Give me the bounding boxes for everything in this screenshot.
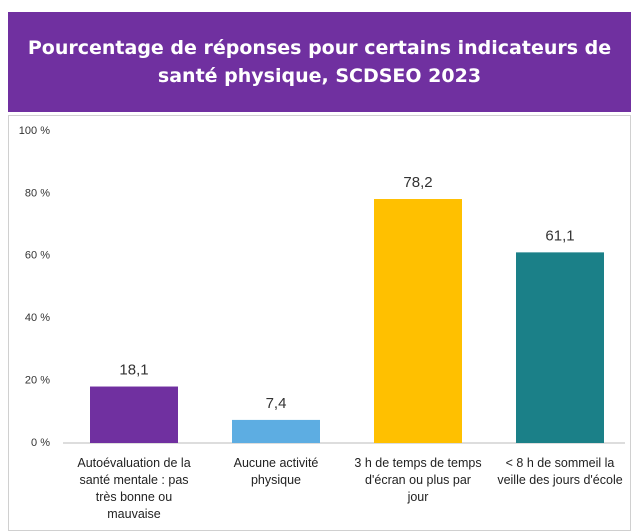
- x-tick-label: Autoévaluation de la santé mentale : pas…: [77, 456, 191, 521]
- y-tick-label: 80 %: [25, 187, 50, 199]
- bar: [516, 252, 604, 443]
- data-label: 61,1: [545, 227, 574, 244]
- x-tick-label: 3 h de temps de temps d'écran ou plus pa…: [354, 456, 482, 504]
- data-label: 18,1: [119, 361, 148, 378]
- x-tick-label: < 8 h de sommeil la veille des jours d'é…: [497, 456, 623, 487]
- bar: [374, 199, 462, 443]
- y-tick-label: 20 %: [25, 375, 50, 387]
- y-tick-label: 60 %: [25, 250, 50, 262]
- data-label: 78,2: [403, 174, 432, 191]
- bar: [232, 419, 320, 443]
- chart-title: Pourcentage de réponses pour certains in…: [27, 37, 612, 87]
- bar: [90, 386, 178, 443]
- header: Pourcentage de réponses pour certains in…: [8, 12, 631, 112]
- y-tick-label: 40 %: [25, 312, 50, 324]
- x-tick-label: Aucune activité physique: [233, 456, 319, 487]
- y-tick-label: 100 %: [19, 125, 50, 137]
- data-label: 7,4: [266, 395, 287, 412]
- y-tick-label: 0 %: [31, 437, 50, 449]
